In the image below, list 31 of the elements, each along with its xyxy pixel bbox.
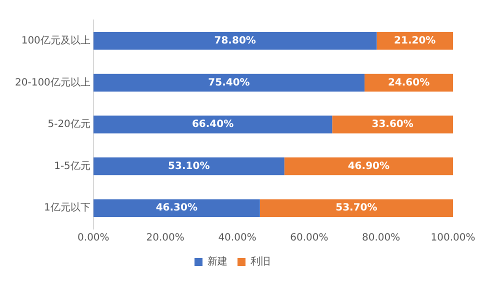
data-label: 78.80% (214, 35, 256, 46)
data-label: 46.90% (348, 160, 390, 172)
bar (93, 116, 332, 134)
legend-label: 新建 (208, 256, 228, 268)
y-tick-label: 100亿元及以上 (21, 34, 90, 46)
x-tick-label: 0.00% (78, 232, 110, 244)
data-label: 21.20% (394, 35, 436, 46)
data-label: 53.10% (168, 160, 210, 172)
y-tick-label: 20-100亿元以上 (15, 76, 90, 88)
data-label: 24.60% (388, 77, 430, 88)
x-tick-label: 60.00% (290, 232, 328, 244)
y-tick-label: 5-20亿元 (48, 119, 90, 130)
y-tick-label: 1-5亿元 (54, 160, 90, 172)
bar (93, 32, 377, 50)
bar (93, 199, 260, 217)
data-label: 66.40% (192, 119, 234, 130)
x-tick-label: 20.00% (146, 232, 184, 244)
x-tick-label: 80.00% (362, 232, 400, 244)
x-tick-label: 100.00% (430, 232, 476, 244)
legend-label: 利旧 (250, 256, 270, 268)
data-label: 75.40% (208, 77, 250, 88)
y-tick-label: 1亿元以下 (44, 202, 90, 214)
data-label: 53.70% (336, 202, 378, 214)
bar (93, 74, 365, 92)
data-label: 33.60% (372, 119, 414, 130)
x-tick-label: 40.00% (218, 232, 256, 244)
bar (332, 116, 453, 134)
bar (93, 157, 284, 176)
bar (284, 157, 453, 176)
data-label: 46.30% (156, 202, 198, 214)
bar (260, 199, 453, 217)
